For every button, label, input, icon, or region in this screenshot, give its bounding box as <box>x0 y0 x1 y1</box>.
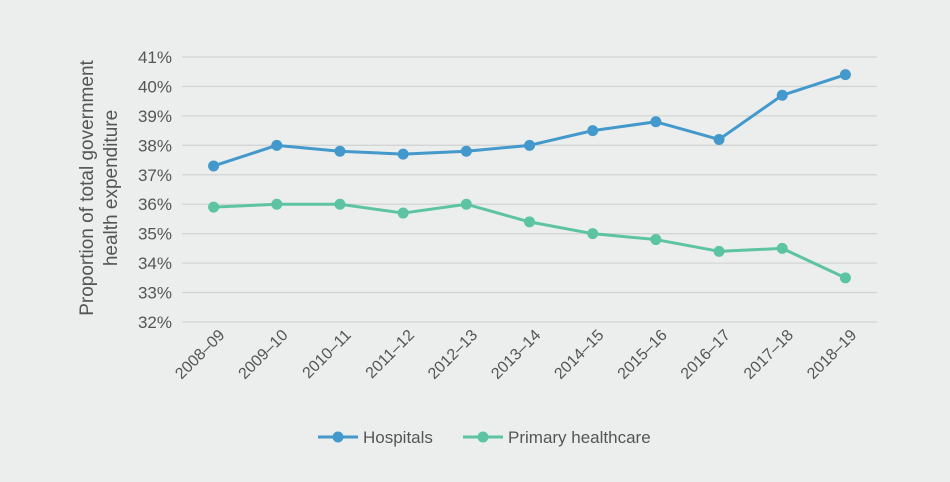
x-tick-label: 2011–12 <box>363 327 418 382</box>
y-tick-label: 34% <box>138 254 172 273</box>
data-point <box>334 145 346 157</box>
data-point <box>776 89 788 101</box>
series-hospitals <box>208 69 851 172</box>
data-point <box>713 133 725 145</box>
x-tick-label: 2012–13 <box>425 327 481 383</box>
data-point <box>271 139 283 151</box>
gridlines <box>182 56 877 323</box>
x-tick-label: 2010–11 <box>300 327 355 382</box>
data-point <box>460 198 472 210</box>
y-tick-label: 33% <box>138 284 172 303</box>
data-point <box>650 116 662 128</box>
y-tick-label: 41% <box>138 48 172 67</box>
y-axis-label-line2: health expenditure <box>101 110 122 266</box>
x-tick-label: 2014–15 <box>551 327 607 383</box>
x-tick-label: 2015–16 <box>615 327 671 383</box>
x-tick-label: 2017–18 <box>741 327 797 383</box>
data-point <box>524 139 535 151</box>
x-tick-label: 2018–19 <box>804 327 860 383</box>
x-tick-label: 2013–14 <box>488 327 544 383</box>
y-tick-label: 32% <box>138 313 172 332</box>
legend-item: Primary healthcare <box>463 428 651 447</box>
series-line <box>213 73 846 168</box>
data-point <box>524 216 535 228</box>
legend-label: Primary healthcare <box>508 428 651 447</box>
data-point <box>271 198 283 210</box>
x-tick-label: 2016–17 <box>678 327 734 383</box>
legend-label: Hospitals <box>363 428 433 447</box>
x-tick-labels: 2008–09 2009–10 2010–11 2011–12 2012–13 2013–… <box>172 327 860 383</box>
y-tick-label: 36% <box>138 195 172 214</box>
data-point <box>397 207 409 219</box>
series-line <box>213 202 847 280</box>
data-point <box>334 198 346 210</box>
legend-item: Hospitals <box>318 428 433 447</box>
data-point <box>839 69 851 81</box>
data-point <box>713 245 725 257</box>
data-point <box>839 272 851 284</box>
legend: Hospitals Primary healthcare <box>318 428 651 447</box>
series-primary-healthcare <box>208 198 851 284</box>
y-tick-label: 38% <box>138 136 172 155</box>
data-point <box>208 201 220 213</box>
data-point <box>776 242 788 254</box>
legend-marker <box>477 431 489 443</box>
data-point <box>208 160 220 172</box>
series-lines <box>208 69 851 284</box>
x-tick-label: 2008–09 <box>172 327 228 383</box>
y-axis-label: Proportion of total government <box>77 59 98 315</box>
y-tick-label: 35% <box>138 225 172 244</box>
legend-marker <box>332 431 344 443</box>
data-point <box>587 228 599 240</box>
y-tick-label: 39% <box>138 107 172 126</box>
data-point <box>650 234 662 246</box>
y-tick-label: 37% <box>138 166 172 185</box>
x-tick-label: 2009–10 <box>236 327 292 383</box>
data-point <box>460 145 472 157</box>
data-point <box>397 148 409 160</box>
y-tick-labels: 32% 33% 34% 35% 36% 37% 38% 39% 40% 41% <box>138 48 172 332</box>
y-tick-label: 40% <box>138 77 172 96</box>
data-point <box>587 125 599 137</box>
